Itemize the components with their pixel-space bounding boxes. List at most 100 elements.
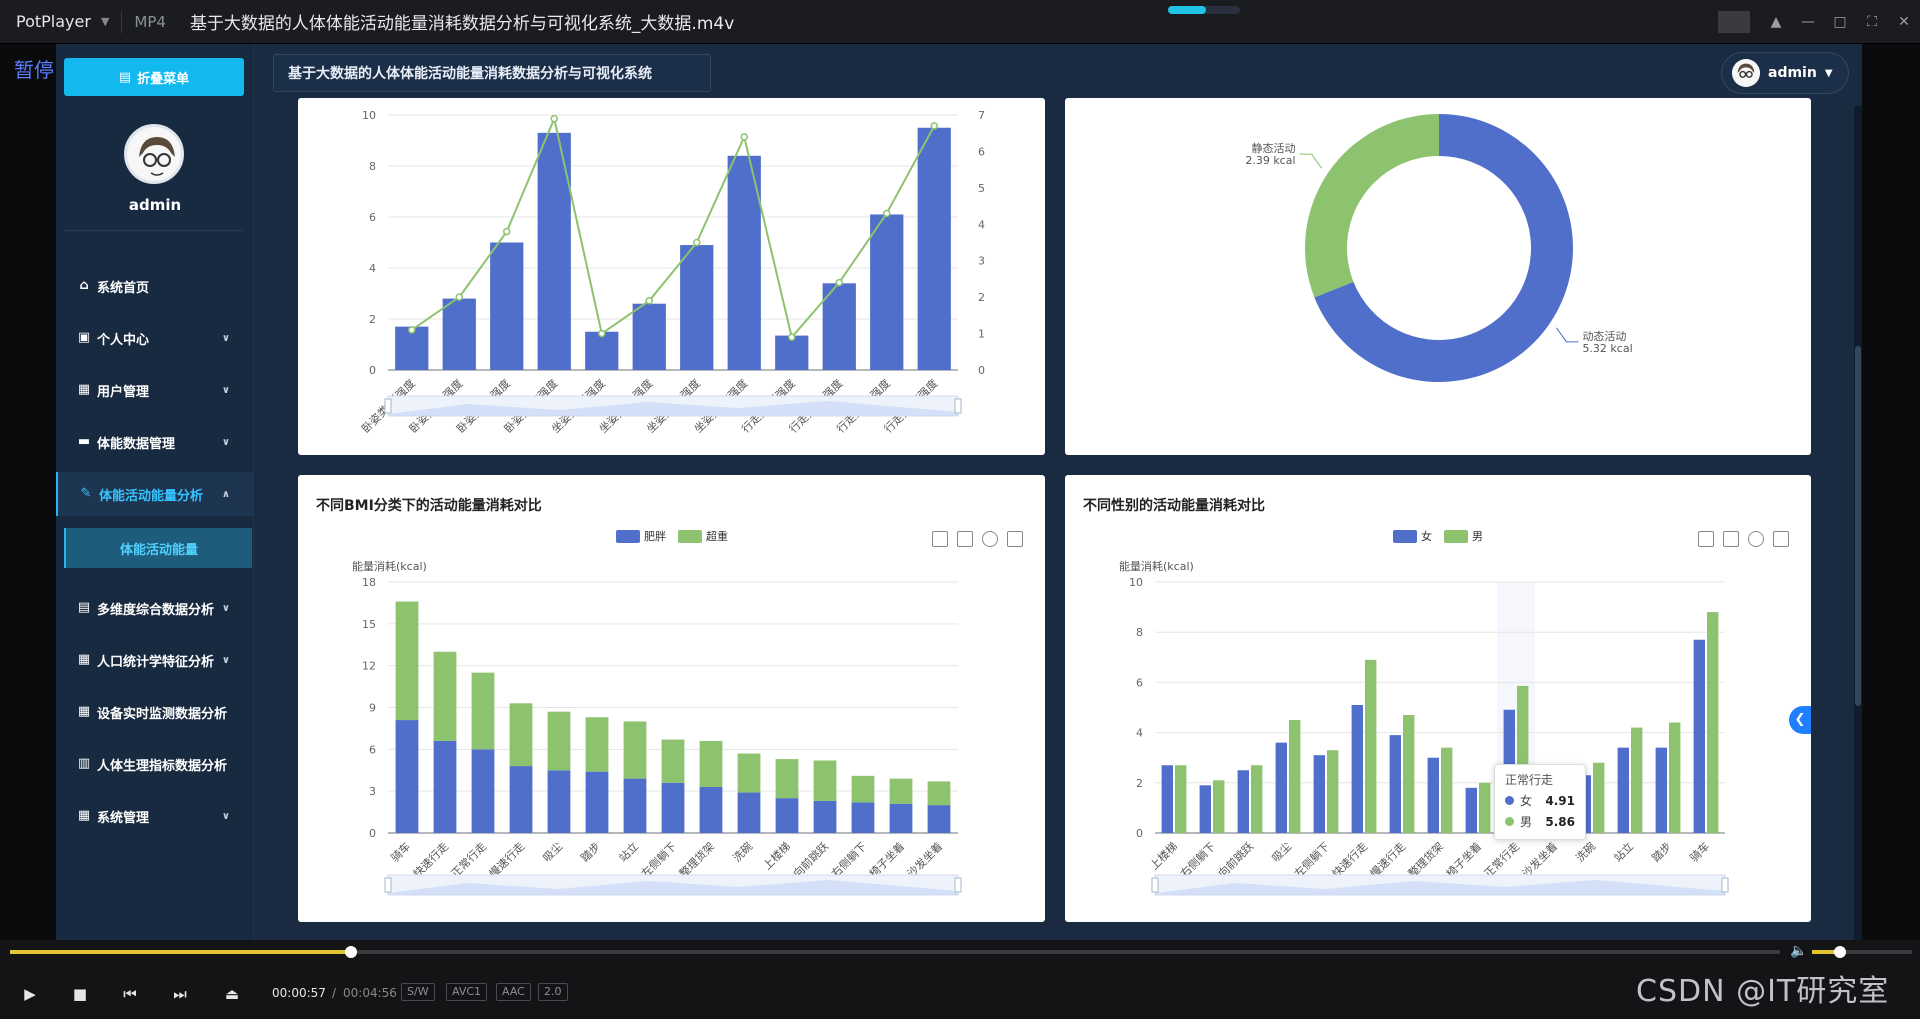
bar-1-3[interactable] [509, 703, 533, 767]
line-point-0[interactable] [408, 326, 416, 334]
submenu-item-activity-energy[interactable]: 体能活动能量 [64, 528, 252, 568]
bar-1-4[interactable] [1327, 750, 1339, 833]
bar-11[interactable] [917, 127, 951, 370]
sidebar-item-0[interactable]: ⌂ 系统首页 [56, 264, 254, 308]
bar-0-10[interactable] [775, 798, 799, 833]
sidebar-item-4[interactable]: ✎ 体能活动能量分析 ∧ [56, 472, 254, 516]
bar-0-12[interactable] [851, 802, 875, 833]
maximize-icon[interactable]: □ [1833, 14, 1847, 30]
bar-10[interactable] [870, 214, 904, 370]
donut-slice-0[interactable] [1314, 114, 1573, 382]
bar-1-5[interactable] [585, 717, 609, 772]
bar-0-4[interactable] [547, 770, 571, 833]
bar-0-14[interactable] [1693, 639, 1705, 833]
bar-0-1[interactable] [1199, 785, 1211, 833]
badge-sw[interactable]: S/W [401, 983, 435, 1001]
bar-1-1[interactable] [433, 651, 457, 741]
bar-1-1[interactable] [1213, 780, 1225, 833]
restore-icon[interactable] [982, 531, 998, 547]
line-point-9[interactable] [835, 278, 843, 287]
zoom-reset-icon[interactable] [1723, 531, 1739, 547]
bar-1-8[interactable] [699, 740, 723, 787]
bar-1-9[interactable] [737, 753, 761, 793]
bar-1[interactable] [442, 298, 476, 370]
zoom-reset-icon[interactable] [957, 531, 973, 547]
bar-1-14[interactable] [1707, 612, 1719, 833]
bar-1-7[interactable] [1441, 747, 1453, 833]
minimize-icon[interactable]: — [1801, 14, 1815, 30]
bar-1-13[interactable] [889, 778, 913, 804]
bar-1-10[interactable] [775, 759, 799, 799]
bar-0-1[interactable] [433, 740, 457, 833]
line-point-7[interactable] [740, 133, 748, 141]
bar-0-6[interactable] [623, 778, 647, 833]
bar-1-13[interactable] [1669, 722, 1681, 833]
legend-item-female[interactable]: 女 [1393, 528, 1432, 544]
badge-video-codec[interactable]: AVC1 [446, 983, 488, 1001]
badge-audio-codec[interactable]: AAC [496, 983, 531, 1001]
bar-4[interactable] [585, 331, 619, 370]
content-scrollbar[interactable] [1854, 106, 1862, 940]
bar-1-6[interactable] [1403, 715, 1415, 833]
datazoom-handle-left[interactable] [384, 877, 392, 893]
line-point-10[interactable] [883, 209, 891, 218]
bar-1-12[interactable] [851, 775, 875, 803]
bar-0[interactable] [395, 326, 429, 370]
line-point-2[interactable] [503, 227, 511, 236]
bar-0-5[interactable] [1351, 704, 1363, 833]
bar-1-3[interactable] [1289, 720, 1301, 833]
datazoom-handle-left[interactable] [1151, 877, 1159, 893]
bar-1-2[interactable] [471, 672, 495, 750]
download-icon[interactable] [1007, 531, 1023, 547]
player-brand[interactable]: PotPlayer [16, 12, 91, 31]
stop-icon[interactable]: ■ [72, 985, 88, 1003]
bar-0-6[interactable] [1389, 735, 1401, 833]
bar-7[interactable] [727, 155, 761, 370]
legend-item-obese[interactable]: 肥胖 [616, 528, 666, 544]
bar-1-0[interactable] [395, 601, 419, 721]
bar-1-11[interactable] [1593, 762, 1605, 833]
zoom-icon[interactable] [1698, 531, 1714, 547]
line-point-11[interactable] [930, 122, 938, 130]
bar-0-11[interactable] [813, 800, 837, 833]
bar-6[interactable] [680, 245, 714, 370]
datazoom-handle-right[interactable] [1721, 877, 1729, 893]
sidebar-item-8[interactable]: ▥ 人体生理指标数据分析 [56, 742, 254, 786]
eject-icon[interactable]: ⏏ [224, 985, 240, 1003]
sidebar-item-5[interactable]: ▤ 多维度综合数据分析 ∨ [56, 586, 254, 630]
badge-channels[interactable]: 2.0 [538, 983, 568, 1001]
bar-0-3[interactable] [1275, 742, 1287, 833]
bar-0-7[interactable] [1427, 757, 1439, 833]
volume-icon[interactable]: 🔈 [1790, 943, 1808, 959]
datazoom-handle-left[interactable] [384, 398, 392, 414]
bar-1-0[interactable] [1175, 765, 1187, 833]
line-point-6[interactable] [693, 238, 701, 247]
bar-0-7[interactable] [661, 782, 685, 833]
bar-0-12[interactable] [1617, 747, 1629, 833]
bar-1-14[interactable] [927, 781, 951, 806]
fold-menu-button[interactable]: ▤ 折叠菜单 [64, 58, 244, 96]
bar-1-5[interactable] [1365, 659, 1377, 833]
bar-0-8[interactable] [699, 786, 723, 833]
bar-8[interactable] [775, 335, 809, 370]
zoom-icon[interactable] [932, 531, 948, 547]
line-point-8[interactable] [788, 333, 796, 341]
sidebar-item-9[interactable]: ▦ 系统管理 ∨ [56, 794, 254, 838]
datazoom-handle-right[interactable] [954, 398, 962, 414]
bar-0-8[interactable] [1465, 787, 1477, 833]
bar-1-4[interactable] [547, 711, 571, 771]
bar-9[interactable] [822, 283, 856, 370]
bar-0-9[interactable] [737, 792, 761, 833]
line-point-4[interactable] [598, 329, 606, 338]
bar-0-5[interactable] [585, 771, 609, 833]
bar-0-0[interactable] [1161, 765, 1173, 833]
line-point-1[interactable] [455, 293, 463, 301]
bar-0-0[interactable] [395, 720, 419, 833]
bar-0-4[interactable] [1313, 755, 1325, 833]
pin-icon[interactable]: ▲ [1770, 14, 1782, 30]
fullscreen-icon[interactable]: ⛶ [1867, 14, 1877, 30]
play-icon[interactable]: ▶ [24, 985, 36, 1003]
restore-icon[interactable] [1748, 531, 1764, 547]
bar-1-12[interactable] [1631, 727, 1643, 833]
sidebar-item-1[interactable]: ▣ 个人中心 ∨ [56, 316, 254, 360]
